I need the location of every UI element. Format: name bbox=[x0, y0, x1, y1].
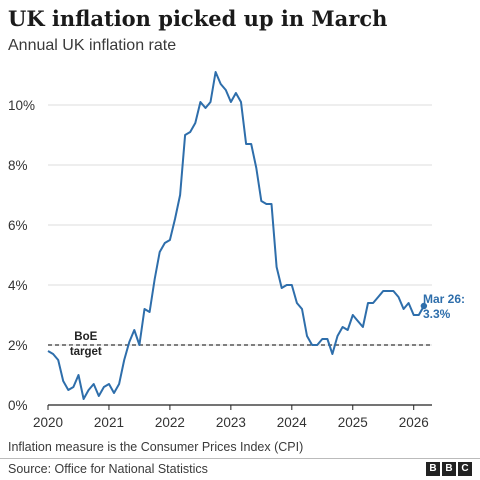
boe-target-label-line1: BoE bbox=[74, 331, 97, 343]
chart-subtitle: Annual UK inflation rate bbox=[8, 37, 177, 54]
boe-target-label-line2: target bbox=[70, 346, 102, 358]
y-axis-tick-labels: 0% 2% 4% 6% 8% 10% bbox=[8, 98, 35, 413]
y-tick-label-0: 0% bbox=[8, 398, 28, 413]
y-tick-label-8: 8% bbox=[8, 158, 28, 173]
end-label: Mar 26:3.3% bbox=[423, 292, 465, 321]
x-tick-label-2025: 2025 bbox=[338, 415, 368, 430]
end-label-date: Mar 26: bbox=[423, 292, 465, 306]
series-end-point bbox=[420, 302, 428, 310]
gridlines bbox=[48, 104, 432, 346]
y-tick-label-2: 2% bbox=[8, 338, 28, 353]
source-credit: Source: Office for National Statistics bbox=[8, 462, 208, 476]
logo-letter-b1: B bbox=[426, 462, 440, 476]
series-layer bbox=[47, 71, 428, 400]
logo-letter-b2: B bbox=[442, 462, 456, 476]
footer-divider bbox=[0, 458, 480, 459]
x-tick-label-2021: 2021 bbox=[94, 415, 124, 430]
x-tick-label-2024: 2024 bbox=[277, 415, 308, 430]
x-tick-label-2020: 2020 bbox=[33, 415, 63, 430]
x-axis: 2020 2021 2022 2023 2024 2025 2026 bbox=[33, 404, 432, 430]
y-tick-label-6: 6% bbox=[8, 218, 28, 233]
y-tick-label-4: 4% bbox=[8, 278, 28, 293]
x-tick-label-2023: 2023 bbox=[216, 415, 246, 430]
bbc-logo: B B C bbox=[426, 462, 472, 476]
end-label-value: 3.3% bbox=[423, 307, 451, 321]
boe-target: BoE target bbox=[48, 331, 432, 360]
series-line-0 bbox=[47, 71, 425, 400]
measure-note: Inflation measure is the Consumer Prices… bbox=[8, 440, 304, 454]
x-tick-label-2026: 2026 bbox=[399, 415, 429, 430]
chart-title: UK inflation picked up in March bbox=[8, 6, 388, 31]
y-tick-label-10: 10% bbox=[8, 98, 35, 113]
x-tick-label-2022: 2022 bbox=[155, 415, 185, 430]
logo-letter-c: C bbox=[458, 462, 472, 476]
